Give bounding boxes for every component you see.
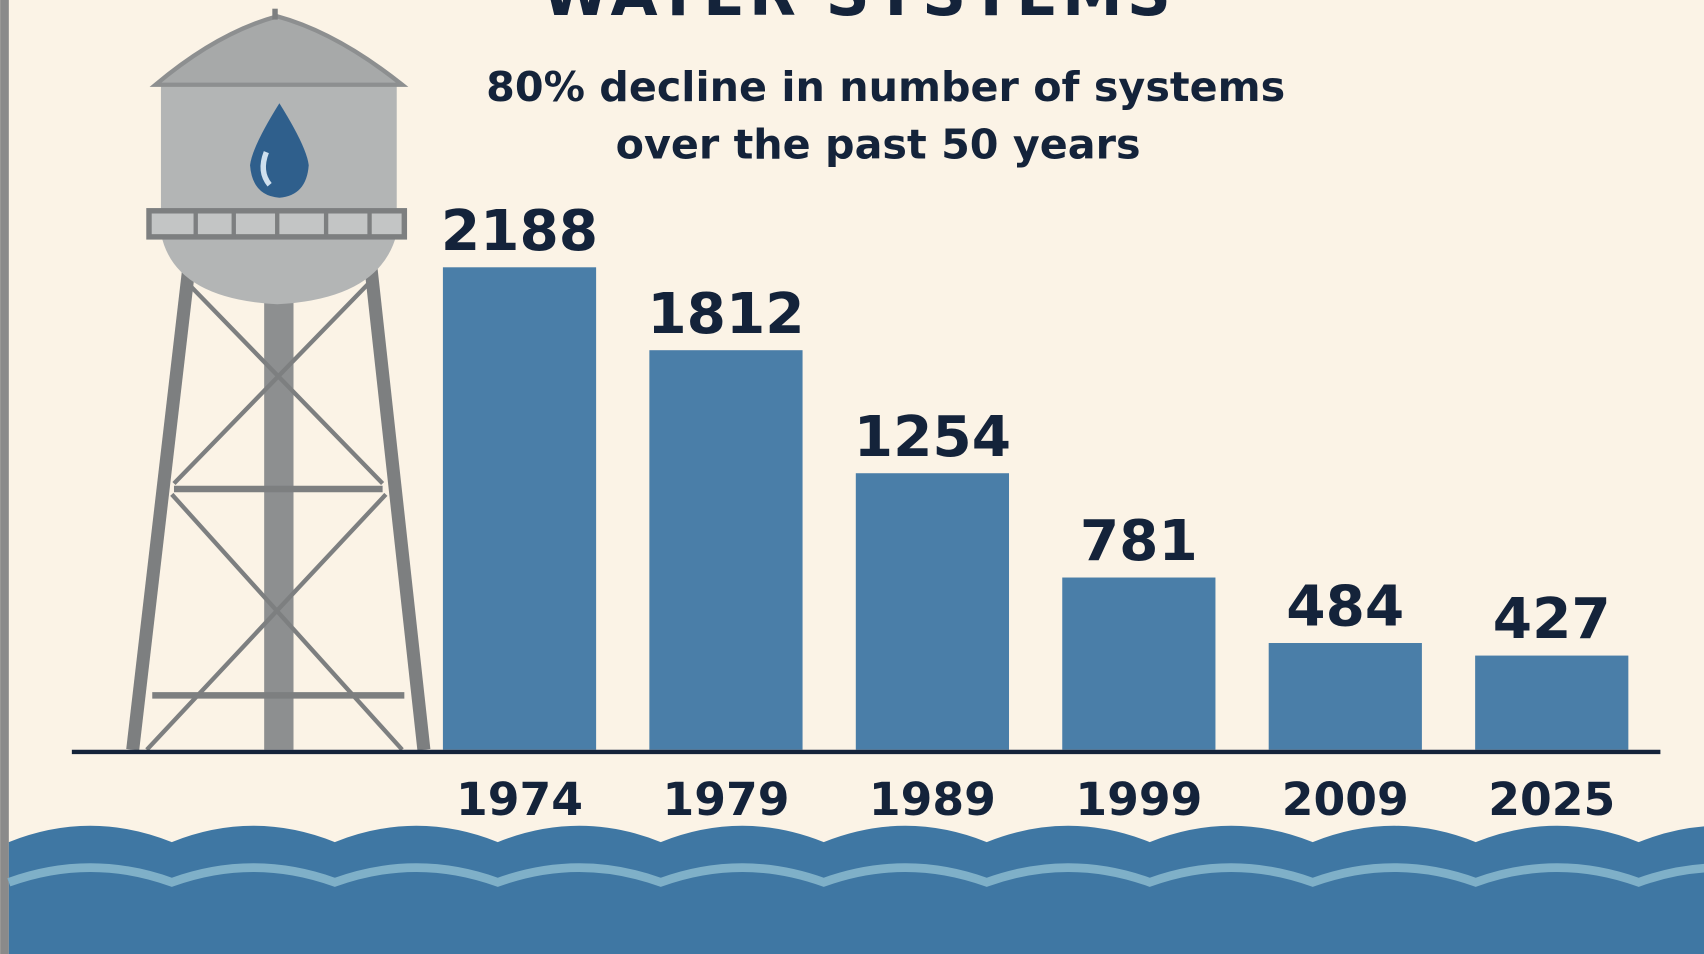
value-label: 484	[1286, 575, 1404, 640]
value-label: 1254	[854, 405, 1011, 470]
x-tick-label: 1974	[456, 773, 583, 826]
bar	[1062, 577, 1216, 750]
x-tick-label: 1989	[869, 773, 996, 826]
bar	[1475, 655, 1629, 750]
value-label: 2188	[441, 199, 598, 264]
value-label: 781	[1080, 509, 1198, 574]
x-tick-label: 1999	[1075, 773, 1202, 826]
wave	[7, 863, 1704, 887]
bar	[649, 350, 803, 750]
subtitle: over the past 50 years	[616, 121, 1141, 169]
left-edge	[0, 0, 9, 954]
x-tick-label: 2025	[1488, 773, 1615, 826]
x-tick-label: 2009	[1282, 773, 1409, 826]
chart-title: WATER SYSTEMS	[542, 0, 1175, 30]
bar	[855, 473, 1010, 750]
value-label: 1812	[647, 282, 804, 347]
subtitle: 80% decline in number of systems	[486, 63, 1285, 111]
value-label: 427	[1493, 587, 1611, 652]
bar	[1268, 643, 1422, 750]
bar	[442, 267, 597, 750]
water-tower	[126, 8, 431, 752]
x-tick-label: 1979	[662, 773, 789, 826]
water	[8, 825, 1704, 954]
